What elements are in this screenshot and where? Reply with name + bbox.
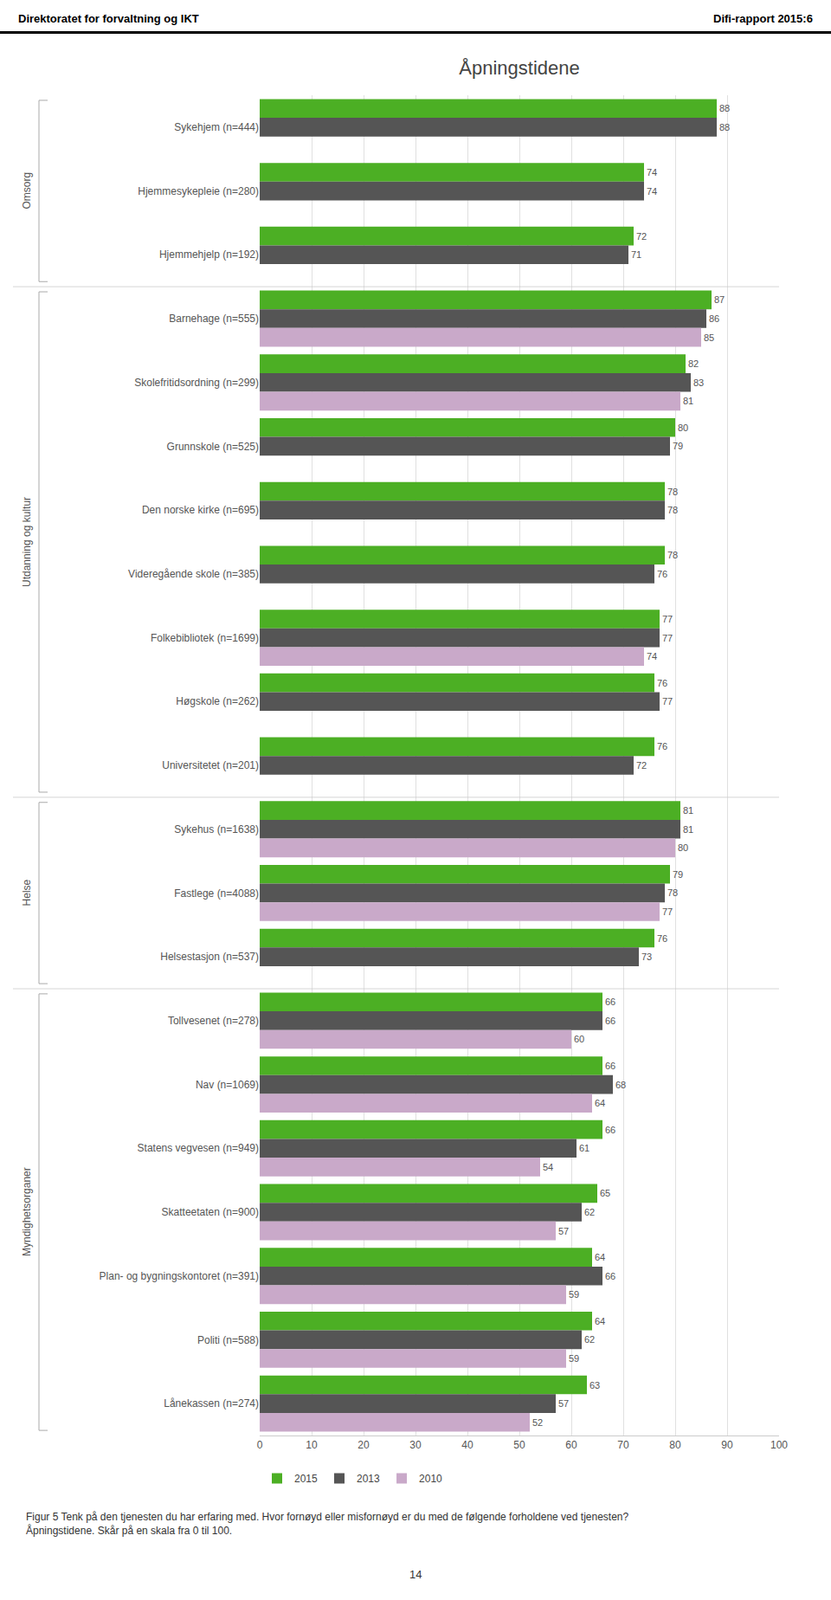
svg-text:Sykehjem (n=444): Sykehjem (n=444) <box>173 121 259 134</box>
svg-text:52: 52 <box>532 1417 543 1428</box>
svg-text:66: 66 <box>605 1124 616 1135</box>
svg-text:64: 64 <box>594 1097 606 1108</box>
svg-text:2013: 2013 <box>356 1472 381 1485</box>
svg-text:77: 77 <box>662 906 673 917</box>
svg-text:79: 79 <box>672 440 683 451</box>
svg-text:59: 59 <box>568 1352 580 1364</box>
svg-text:Helse: Helse <box>20 878 33 906</box>
svg-text:Folkebibliotek (n=1699): Folkebibliotek (n=1699) <box>150 631 259 645</box>
svg-text:Skolefritidsordning (n=299): Skolefritidsordning (n=299) <box>134 376 259 389</box>
svg-text:Nav (n=1069): Nav (n=1069) <box>195 1078 259 1091</box>
svg-text:Figur 5 Tenk på den tjenesten: Figur 5 Tenk på den tjenesten du har erf… <box>25 1510 629 1537</box>
svg-text:64: 64 <box>594 1315 606 1327</box>
svg-text:66: 66 <box>605 1015 616 1026</box>
svg-text:Hjemmesykepleie (n=280): Hjemmesykepleie (n=280) <box>137 185 259 198</box>
svg-text:85: 85 <box>703 332 715 343</box>
svg-text:68: 68 <box>615 1079 626 1090</box>
svg-text:78: 78 <box>667 486 678 497</box>
svg-text:20: 20 <box>357 1438 370 1451</box>
svg-text:100: 100 <box>770 1438 788 1451</box>
svg-text:78: 78 <box>667 504 678 516</box>
svg-text:Åpningstidene: Åpningstidene <box>458 57 580 79</box>
svg-text:40: 40 <box>461 1438 474 1451</box>
svg-text:80: 80 <box>677 422 689 433</box>
svg-text:54: 54 <box>542 1161 554 1173</box>
svg-text:10: 10 <box>305 1438 318 1451</box>
svg-text:90: 90 <box>721 1438 734 1451</box>
svg-text:Hjemmehjelp (n=192): Hjemmehjelp (n=192) <box>159 248 259 261</box>
svg-text:74: 74 <box>646 167 658 178</box>
svg-text:63: 63 <box>589 1379 600 1391</box>
svg-text:Høgskole (n=262): Høgskole (n=262) <box>175 695 259 708</box>
svg-text:87: 87 <box>714 294 725 305</box>
svg-text:79: 79 <box>672 869 683 880</box>
svg-text:81: 81 <box>682 395 694 406</box>
svg-text:77: 77 <box>662 613 673 625</box>
svg-text:72: 72 <box>636 231 647 242</box>
svg-text:71: 71 <box>631 249 642 260</box>
svg-text:62: 62 <box>584 1206 595 1218</box>
svg-text:Myndighetsorganer: Myndighetsorganer <box>20 1166 33 1257</box>
svg-text:80: 80 <box>677 842 689 853</box>
svg-text:61: 61 <box>579 1142 590 1154</box>
svg-text:2015: 2015 <box>294 1472 318 1485</box>
svg-text:Tollvesenet (n=278): Tollvesenet (n=278) <box>167 1014 259 1027</box>
svg-text:Difi-rapport 2015:6: Difi-rapport 2015:6 <box>713 12 813 26</box>
svg-text:Sykehus (n=1638): Sykehus (n=1638) <box>173 823 259 836</box>
svg-text:74: 74 <box>646 186 658 197</box>
svg-text:66: 66 <box>605 1270 616 1282</box>
svg-text:81: 81 <box>682 805 694 816</box>
svg-text:60: 60 <box>565 1438 578 1451</box>
svg-text:66: 66 <box>605 1060 616 1071</box>
svg-text:76: 76 <box>657 568 668 580</box>
svg-text:Politi (n=588): Politi (n=588) <box>197 1333 259 1347</box>
svg-text:62: 62 <box>584 1333 595 1345</box>
svg-text:Fastlege (n=4088): Fastlege (n=4088) <box>173 887 259 900</box>
svg-text:78: 78 <box>667 549 678 561</box>
svg-text:Omsorg: Omsorg <box>20 172 33 210</box>
svg-text:70: 70 <box>617 1438 630 1451</box>
svg-text:0: 0 <box>257 1438 264 1451</box>
svg-text:Statens vegvesen (n=949): Statens vegvesen (n=949) <box>137 1141 259 1154</box>
svg-text:72: 72 <box>636 760 647 771</box>
svg-text:Plan- og bygningskontoret (n=3: Plan- og bygningskontoret (n=391) <box>99 1269 259 1282</box>
svg-text:57: 57 <box>558 1225 569 1237</box>
svg-text:73: 73 <box>641 951 652 962</box>
svg-text:86: 86 <box>708 313 720 324</box>
svg-text:64: 64 <box>594 1251 606 1263</box>
svg-text:81: 81 <box>682 824 694 835</box>
svg-text:Lånekassen (n=274): Lånekassen (n=274) <box>163 1397 259 1410</box>
svg-text:57: 57 <box>558 1397 569 1409</box>
svg-text:77: 77 <box>662 695 673 707</box>
svg-text:88: 88 <box>719 103 730 114</box>
svg-text:Utdanning og kultur: Utdanning og kultur <box>20 496 33 587</box>
svg-text:80: 80 <box>669 1438 682 1451</box>
svg-text:Grunnskole (n=525): Grunnskole (n=525) <box>167 440 259 453</box>
svg-text:50: 50 <box>513 1438 526 1451</box>
svg-text:83: 83 <box>693 377 704 388</box>
svg-text:Barnehage (n=555): Barnehage (n=555) <box>168 312 259 325</box>
svg-text:65: 65 <box>599 1187 611 1199</box>
svg-text:60: 60 <box>573 1033 585 1044</box>
svg-text:76: 76 <box>657 677 668 689</box>
svg-text:Den norske kirke (n=695): Den norske kirke (n=695) <box>141 503 259 516</box>
svg-text:Videregående skole (n=385): Videregående skole (n=385) <box>128 567 259 580</box>
svg-text:76: 76 <box>657 740 668 752</box>
svg-text:30: 30 <box>409 1438 422 1451</box>
svg-text:66: 66 <box>605 996 616 1007</box>
svg-text:59: 59 <box>568 1288 580 1300</box>
svg-text:Skatteetaten (n=900): Skatteetaten (n=900) <box>161 1205 259 1218</box>
svg-text:88: 88 <box>719 122 730 133</box>
svg-text:Universitetet (n=201): Universitetet (n=201) <box>161 759 259 772</box>
svg-text:77: 77 <box>662 632 673 644</box>
svg-text:2010: 2010 <box>418 1472 443 1485</box>
svg-text:82: 82 <box>688 358 699 369</box>
svg-text:76: 76 <box>657 933 668 944</box>
svg-text:78: 78 <box>667 887 678 898</box>
svg-text:Helsestasjon (n=537): Helsestasjon (n=537) <box>160 950 259 963</box>
svg-text:14: 14 <box>409 1567 422 1581</box>
svg-text:74: 74 <box>646 650 658 662</box>
svg-text:Direktoratet for forvaltning o: Direktoratet for forvaltning og IKT <box>18 12 200 26</box>
